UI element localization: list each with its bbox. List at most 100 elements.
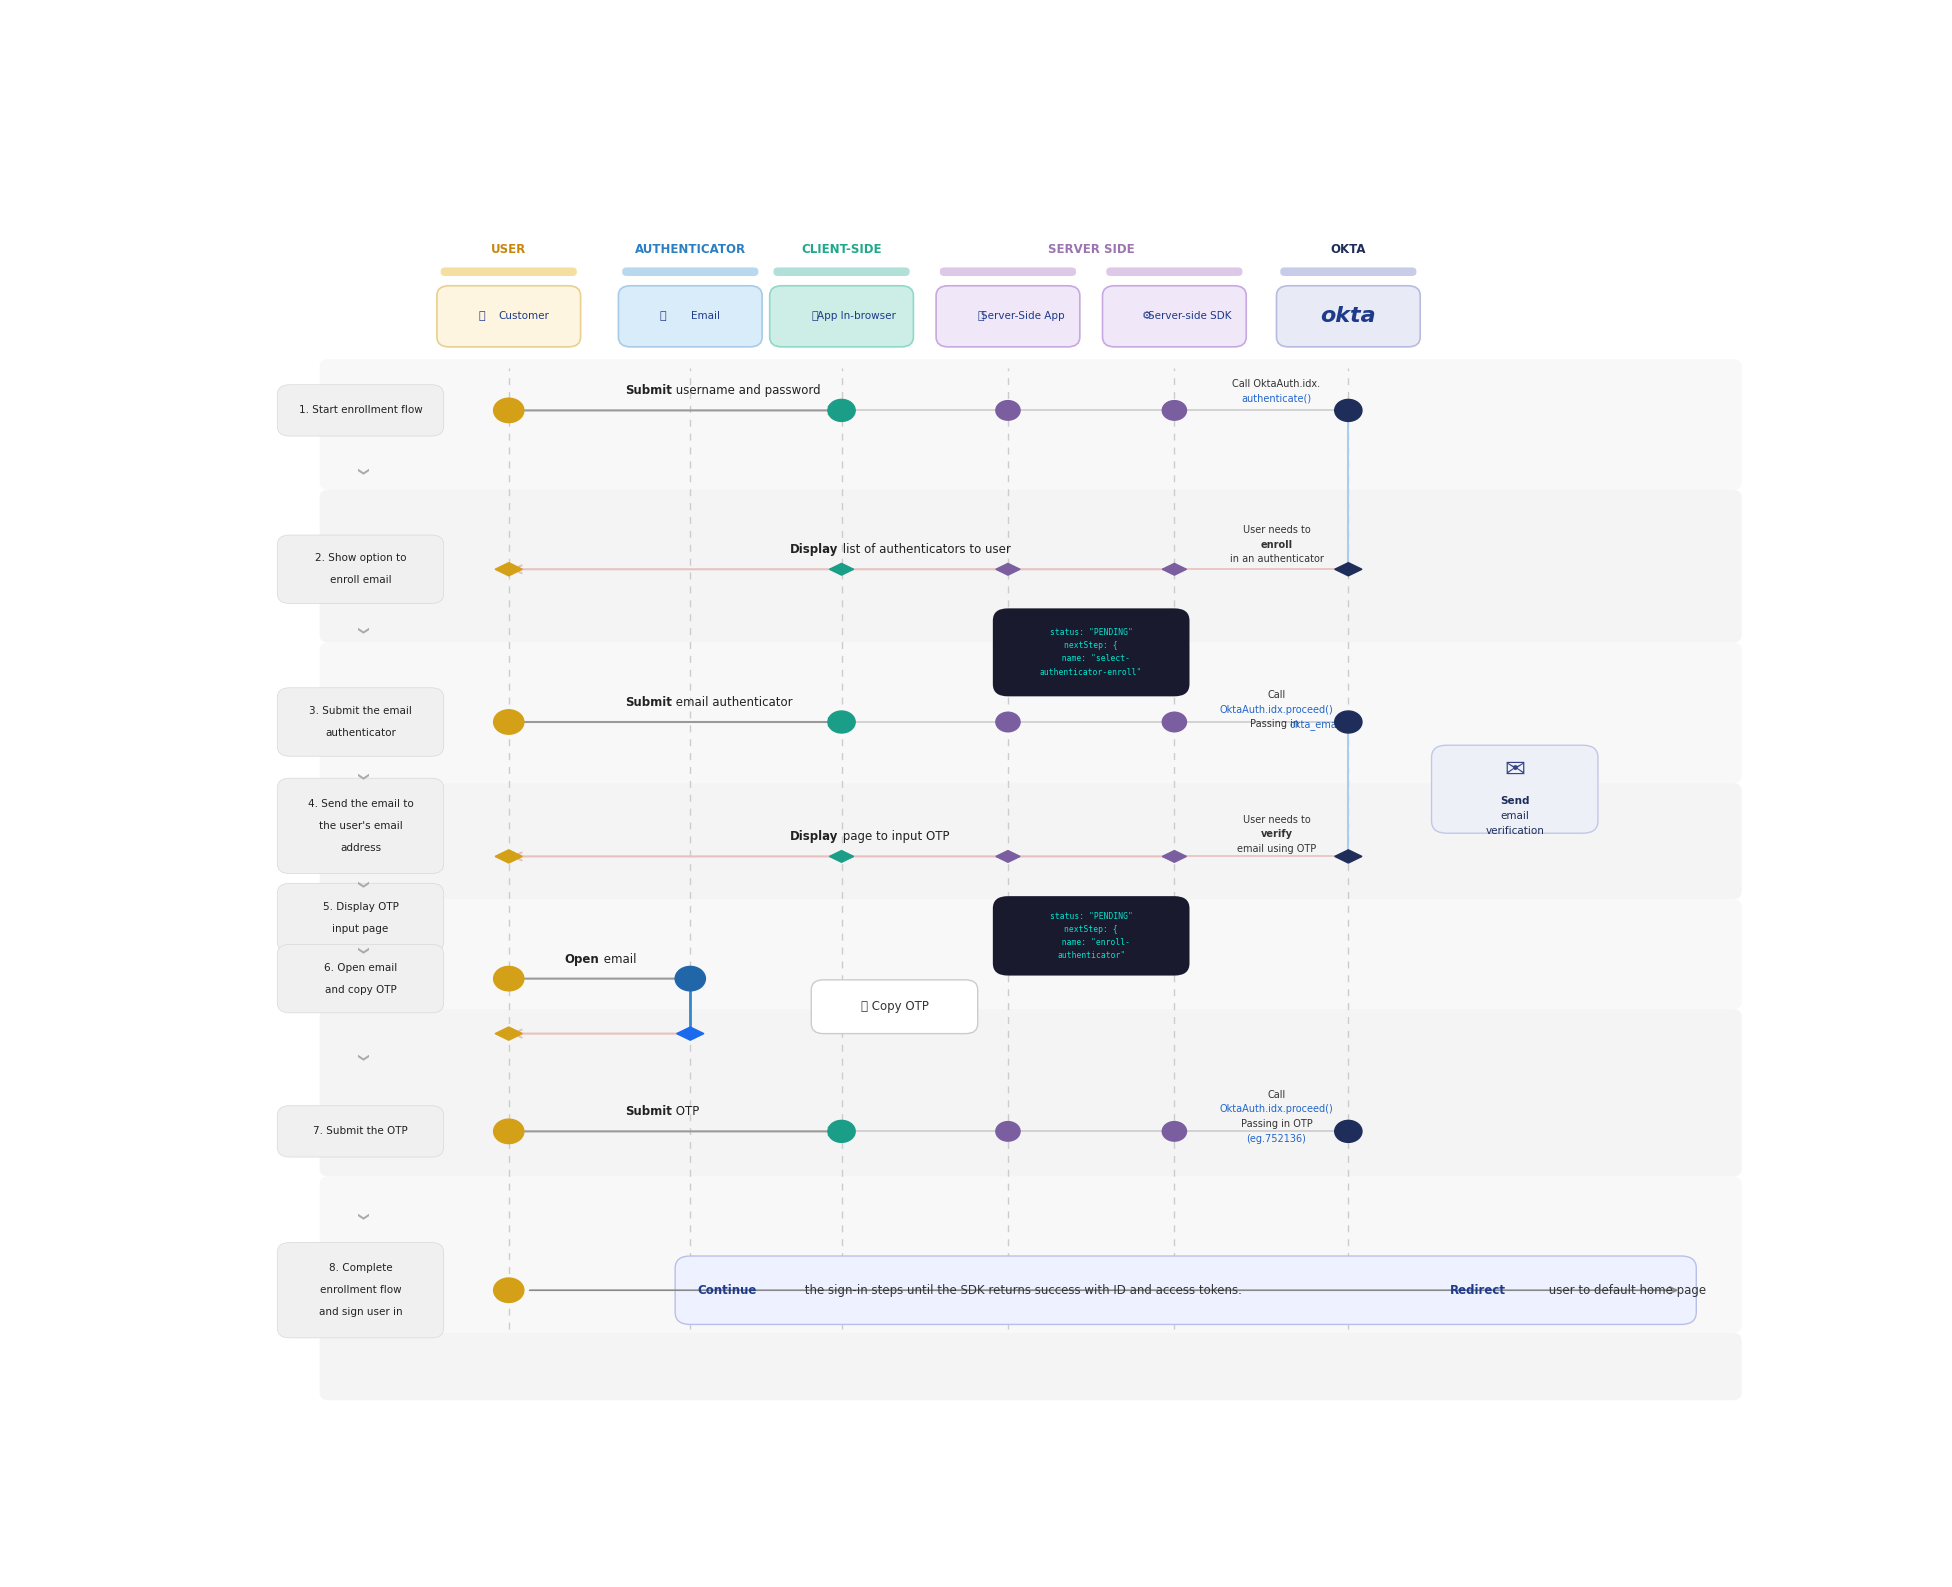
Circle shape xyxy=(494,709,523,735)
Text: Passing in: Passing in xyxy=(1251,719,1302,730)
FancyBboxPatch shape xyxy=(320,359,1741,490)
FancyBboxPatch shape xyxy=(320,490,1741,643)
Text: 7. Submit the OTP: 7. Submit the OTP xyxy=(312,1127,408,1136)
FancyBboxPatch shape xyxy=(941,268,1076,276)
Text: email using OTP: email using OTP xyxy=(1238,844,1316,854)
Text: Call OktaAuth.idx.: Call OktaAuth.idx. xyxy=(1232,379,1322,389)
Text: Display: Display xyxy=(791,543,839,555)
Circle shape xyxy=(494,1119,523,1144)
Text: Send: Send xyxy=(1499,797,1530,806)
Text: Passing in OTP: Passing in OTP xyxy=(1241,1119,1312,1128)
Polygon shape xyxy=(1161,563,1187,574)
Text: okta: okta xyxy=(1322,306,1376,327)
Text: and copy OTP: and copy OTP xyxy=(324,984,396,995)
Text: status: "PENDING"
nextStep: {
  name: "enroll-
authenticator": status: "PENDING" nextStep: { name: "enr… xyxy=(1050,911,1132,960)
Text: 2. Show option to: 2. Show option to xyxy=(314,554,406,563)
FancyBboxPatch shape xyxy=(1431,746,1599,833)
Polygon shape xyxy=(830,851,853,862)
Polygon shape xyxy=(677,1027,705,1039)
Text: (eg.752136): (eg.752136) xyxy=(1247,1133,1306,1144)
FancyBboxPatch shape xyxy=(277,1106,443,1157)
FancyBboxPatch shape xyxy=(437,286,580,348)
Text: page to input OTP: page to input OTP xyxy=(839,830,949,843)
Text: Call: Call xyxy=(1267,1090,1286,1100)
Text: in an authenticator: in an authenticator xyxy=(1230,554,1323,565)
Circle shape xyxy=(1161,713,1187,732)
Text: address: address xyxy=(340,843,381,852)
Polygon shape xyxy=(830,563,853,574)
Text: SERVER SIDE: SERVER SIDE xyxy=(1048,243,1134,256)
FancyBboxPatch shape xyxy=(623,268,757,276)
Circle shape xyxy=(1335,1120,1362,1143)
Text: email authenticator: email authenticator xyxy=(671,697,793,709)
Text: OKTA: OKTA xyxy=(1331,243,1366,256)
FancyBboxPatch shape xyxy=(937,286,1079,348)
FancyBboxPatch shape xyxy=(277,1243,443,1338)
Text: authenticate(): authenticate() xyxy=(1241,394,1312,403)
FancyBboxPatch shape xyxy=(441,268,578,276)
FancyBboxPatch shape xyxy=(1281,268,1417,276)
Text: ✉: ✉ xyxy=(1505,757,1525,782)
Text: USER: USER xyxy=(492,243,527,256)
Circle shape xyxy=(494,1278,523,1303)
Circle shape xyxy=(675,966,705,990)
Text: user to default home page: user to default home page xyxy=(1546,1284,1706,1297)
Circle shape xyxy=(996,713,1021,732)
Polygon shape xyxy=(496,563,523,576)
Text: User needs to: User needs to xyxy=(1243,525,1310,535)
Text: Submit: Submit xyxy=(625,1105,671,1119)
Text: OktaAuth.idx.proceed(): OktaAuth.idx.proceed() xyxy=(1220,1105,1333,1114)
Text: Display: Display xyxy=(791,830,839,843)
Circle shape xyxy=(1161,400,1187,421)
Text: authenticator: authenticator xyxy=(326,728,396,738)
Polygon shape xyxy=(1335,849,1362,863)
FancyBboxPatch shape xyxy=(675,1255,1696,1325)
FancyBboxPatch shape xyxy=(320,1009,1741,1176)
Circle shape xyxy=(1335,711,1362,733)
FancyBboxPatch shape xyxy=(320,643,1741,782)
FancyBboxPatch shape xyxy=(320,1333,1741,1400)
FancyBboxPatch shape xyxy=(277,944,443,1013)
Text: 6. Open email: 6. Open email xyxy=(324,963,396,973)
Text: 8. Complete: 8. Complete xyxy=(328,1263,392,1273)
FancyBboxPatch shape xyxy=(277,884,443,952)
Text: Call: Call xyxy=(1267,690,1286,700)
FancyBboxPatch shape xyxy=(773,268,910,276)
Text: verification: verification xyxy=(1485,825,1544,836)
Text: 1. Start enrollment flow: 1. Start enrollment flow xyxy=(299,405,422,416)
Circle shape xyxy=(494,398,523,422)
Text: verify: verify xyxy=(1261,830,1292,840)
Polygon shape xyxy=(1335,563,1362,576)
Text: ❯: ❯ xyxy=(355,467,365,476)
Text: Customer: Customer xyxy=(498,311,549,321)
Polygon shape xyxy=(996,851,1021,862)
Text: CLIENT-SIDE: CLIENT-SIDE xyxy=(802,243,882,256)
FancyBboxPatch shape xyxy=(320,782,1741,900)
FancyBboxPatch shape xyxy=(994,897,1189,976)
Text: 📋 Copy OTP: 📋 Copy OTP xyxy=(861,1000,929,1013)
Text: 📱: 📱 xyxy=(810,311,818,321)
Text: the sign-in steps until the SDK returns success with ID and access tokens.: the sign-in steps until the SDK returns … xyxy=(800,1284,1245,1297)
FancyBboxPatch shape xyxy=(277,687,443,757)
Text: username and password: username and password xyxy=(671,384,820,397)
FancyBboxPatch shape xyxy=(619,286,761,348)
Text: Open: Open xyxy=(564,952,599,965)
Text: ⚙: ⚙ xyxy=(1142,311,1152,321)
Text: ❯: ❯ xyxy=(355,879,365,889)
Text: the user's email: the user's email xyxy=(318,820,402,832)
Circle shape xyxy=(828,1120,855,1143)
Text: input page: input page xyxy=(332,924,388,933)
Text: App In-browser: App In-browser xyxy=(818,311,896,321)
FancyBboxPatch shape xyxy=(320,900,1741,1009)
Text: Continue: Continue xyxy=(699,1284,757,1297)
Text: ❯: ❯ xyxy=(355,1212,365,1222)
Text: OktaAuth.idx.proceed(): OktaAuth.idx.proceed() xyxy=(1220,705,1333,714)
Text: 3. Submit the email: 3. Submit the email xyxy=(308,706,412,716)
Text: 🌐: 🌐 xyxy=(660,311,666,321)
Text: 🖥: 🖥 xyxy=(978,311,984,321)
Text: 👤: 👤 xyxy=(478,311,484,321)
Text: email: email xyxy=(599,952,636,965)
Text: OTP: OTP xyxy=(671,1105,699,1119)
FancyBboxPatch shape xyxy=(994,608,1189,697)
Text: enroll email: enroll email xyxy=(330,574,390,586)
